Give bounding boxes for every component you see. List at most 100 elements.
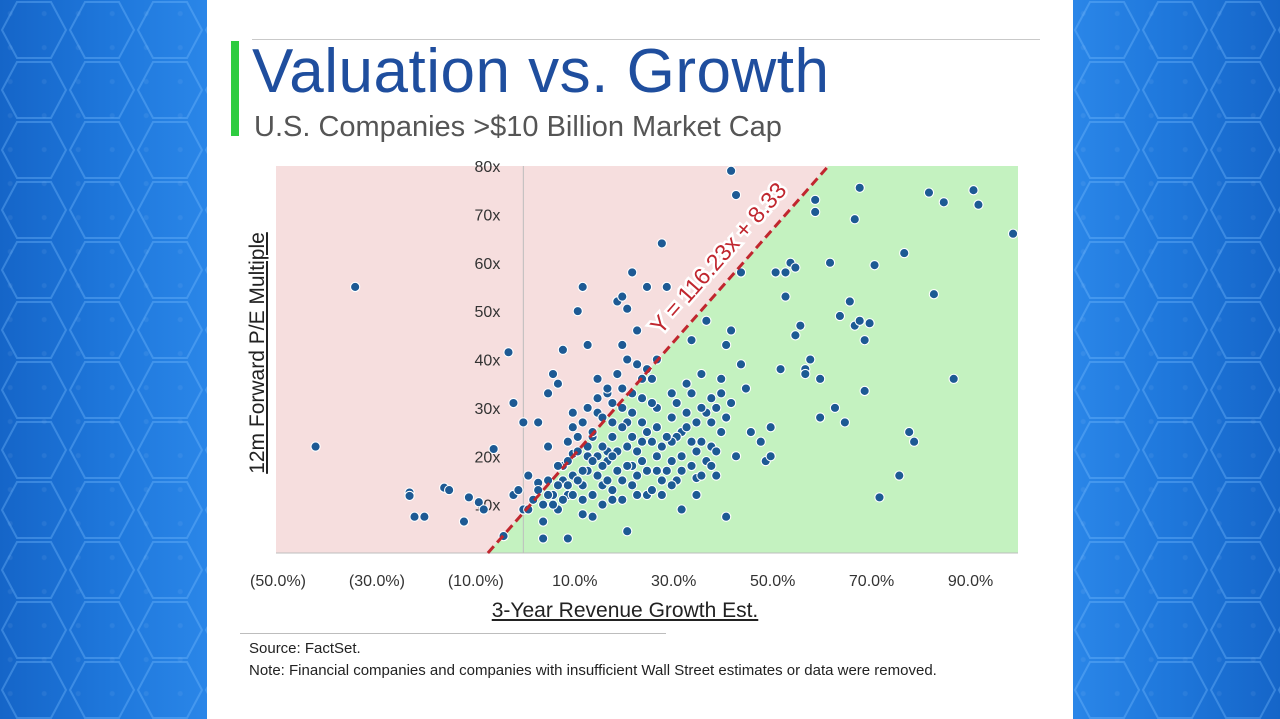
data-point <box>542 489 554 501</box>
data-point <box>711 446 722 457</box>
data-point <box>607 494 618 505</box>
data-point <box>577 509 588 520</box>
x-tick-label: (50.0%) <box>250 573 306 590</box>
data-point <box>577 417 588 428</box>
data-point <box>691 489 702 501</box>
data-point <box>547 499 559 510</box>
data-point <box>572 305 583 317</box>
data-point <box>631 359 643 370</box>
data-point <box>661 281 672 293</box>
data-point <box>720 511 732 522</box>
data-point <box>661 465 672 476</box>
hexagon-pattern-icon <box>0 0 207 719</box>
data-point <box>795 320 806 331</box>
data-point <box>557 494 569 505</box>
data-point <box>854 182 865 193</box>
data-point <box>617 339 628 351</box>
data-point <box>562 480 574 491</box>
data-point <box>908 436 920 447</box>
data-point <box>537 516 549 527</box>
data-point <box>602 383 613 394</box>
data-point <box>349 281 361 293</box>
x-tick-label: 90.0% <box>948 573 993 590</box>
data-point <box>651 451 663 462</box>
data-point <box>592 393 603 404</box>
data-point <box>730 189 742 201</box>
data-point <box>607 397 618 409</box>
data-point <box>419 511 430 522</box>
data-point <box>716 373 727 384</box>
data-point <box>938 197 949 208</box>
data-point <box>770 267 781 278</box>
data-point <box>310 441 321 452</box>
data-point <box>622 460 633 472</box>
data-point <box>582 402 593 414</box>
data-point <box>607 417 618 428</box>
data-point <box>577 281 588 293</box>
data-point <box>646 397 658 409</box>
data-point <box>562 533 574 544</box>
data-point <box>404 490 415 502</box>
data-point <box>859 334 870 346</box>
data-point <box>904 426 915 438</box>
x-tick-label: (10.0%) <box>448 573 504 590</box>
data-point <box>711 470 722 481</box>
data-point <box>597 441 608 452</box>
data-point <box>720 412 732 423</box>
data-point <box>646 373 658 384</box>
data-point <box>716 426 727 438</box>
data-point <box>409 511 420 522</box>
data-point <box>567 489 578 501</box>
y-tick-label: 40x <box>475 353 501 370</box>
data-point <box>666 480 677 491</box>
x-tick-label: 10.0% <box>552 573 597 590</box>
data-point <box>646 436 658 447</box>
data-point <box>706 393 717 404</box>
source-note: Source: FactSet. <box>249 640 361 657</box>
data-point <box>814 373 826 384</box>
data-point <box>641 465 653 476</box>
hexagon-pattern-icon <box>1073 0 1280 719</box>
data-point <box>587 489 598 501</box>
y-tick-label: 30x <box>475 401 501 418</box>
data-point <box>701 315 712 326</box>
data-point <box>518 417 529 428</box>
x-axis-title: 3-Year Revenue Growth Est. <box>491 599 759 622</box>
data-point <box>627 431 638 443</box>
data-point <box>602 475 613 486</box>
data-point <box>745 426 757 438</box>
x-tick-label: 30.0% <box>651 573 696 590</box>
data-point <box>805 354 816 365</box>
data-point <box>656 489 667 501</box>
data-point <box>488 443 499 455</box>
data-point <box>681 422 692 433</box>
data-point <box>627 480 638 491</box>
data-point <box>725 166 737 176</box>
data-point <box>617 475 628 486</box>
data-point <box>696 368 707 380</box>
data-point <box>676 465 687 476</box>
data-point <box>686 388 697 399</box>
data-point <box>681 378 692 389</box>
data-point <box>790 262 801 273</box>
footer-divider <box>240 633 666 634</box>
data-point <box>800 368 811 380</box>
data-point <box>968 185 979 196</box>
data-point <box>617 383 628 394</box>
data-point <box>711 402 722 414</box>
data-point <box>899 247 910 259</box>
data-point <box>607 451 618 462</box>
data-point <box>849 214 860 225</box>
data-point <box>537 499 549 510</box>
data-point <box>547 368 559 380</box>
data-point <box>627 267 638 278</box>
data-point <box>641 281 653 293</box>
data-point <box>622 441 633 452</box>
data-point <box>691 417 702 428</box>
data-point <box>617 291 628 302</box>
data-point <box>612 368 623 380</box>
data-point <box>814 412 826 423</box>
data-point <box>646 484 658 496</box>
data-point <box>552 480 564 491</box>
